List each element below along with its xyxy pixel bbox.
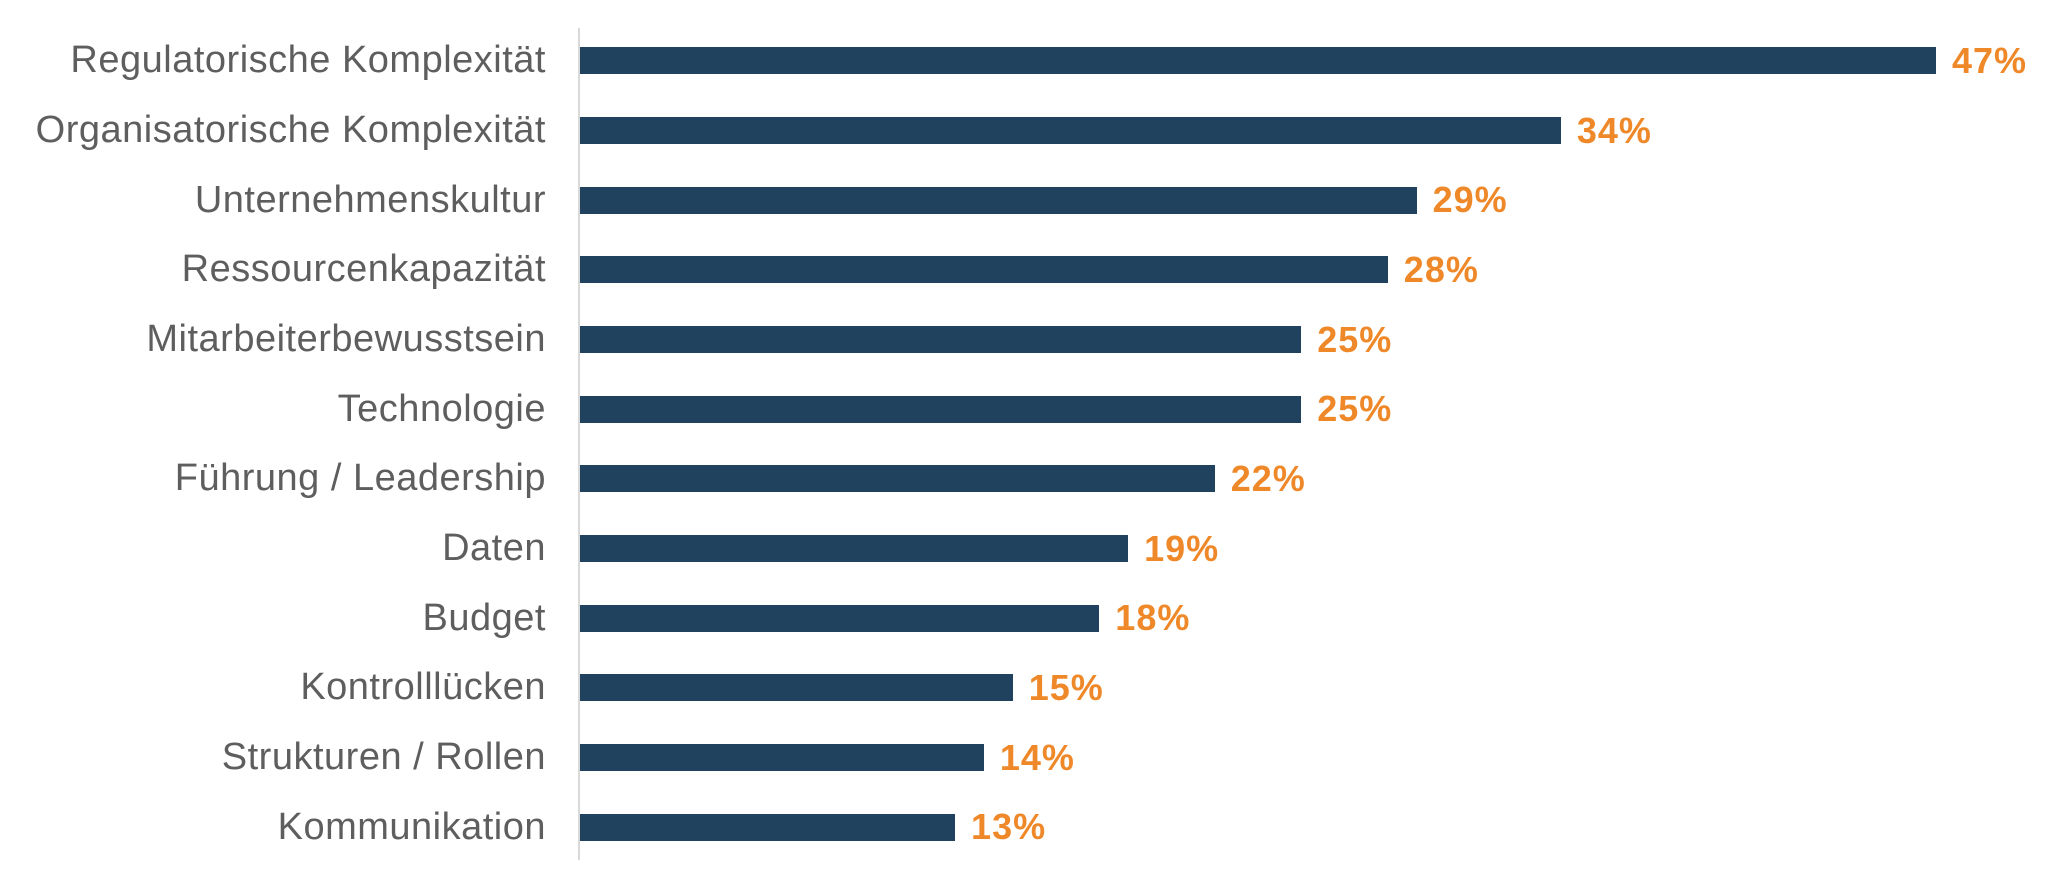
bar-area: 22% [580,458,2048,500]
value-label: 15% [1028,666,1104,708]
bar [580,326,1302,354]
value-label: 13% [971,806,1047,848]
chart-row: Daten 19% [0,514,2048,584]
chart-row: Mitarbeiterbewusstsein 25% [0,305,2048,375]
chart-row: Ressourcenkapazität 28% [0,235,2048,305]
value-label: 47% [1951,39,2027,81]
bar-area: 15% [580,667,2048,709]
value-label: 25% [1317,318,1393,360]
chart-row: Regulatorische Komplexität 47% [0,26,2048,96]
bar-area: 14% [580,737,2048,779]
bar [580,395,1302,423]
value-label: 22% [1230,457,1306,499]
bar-area: 25% [580,388,2048,430]
category-label: Organisatorische Komplexität [35,109,546,151]
bar [580,256,1388,284]
bar-area: 19% [580,528,2048,570]
bar-area: 28% [580,249,2048,291]
chart-row: Führung / Leadership 22% [0,444,2048,514]
bar [580,744,984,772]
bar [580,813,956,841]
chart-row: Technologie 25% [0,374,2048,444]
category-label: Unternehmenskultur [194,178,546,221]
chart-row: Kontrolllücken 15% [0,653,2048,723]
value-label: 18% [1115,597,1191,639]
category-label: Führung / Leadership [174,457,546,500]
category-label: Strukturen / Rollen [221,736,546,779]
bar [580,47,1936,75]
category-label: Ressourcenkapazität [181,248,546,291]
value-label: 19% [1144,527,1220,569]
bar-area: 18% [580,597,2048,639]
category-label: Technologie [337,387,546,430]
category-label: Kommunikation [277,805,546,848]
category-label: Kontrolllücken [300,666,546,709]
bar [580,604,1100,632]
value-label: 28% [1403,248,1479,290]
bar-area: 29% [580,179,2048,221]
value-label: 29% [1432,179,1508,221]
chart-row: Strukturen / Rollen 14% [0,723,2048,793]
value-label: 14% [999,736,1075,778]
bar [580,674,1013,702]
chart-rows: Regulatorische Komplexität 47% Organisat… [0,26,2048,862]
bar [580,535,1129,563]
bar [580,465,1215,493]
category-label: Regulatorische Komplexität [70,39,546,82]
bar [580,117,1561,144]
category-label: Budget [422,596,546,639]
chart-row: Unternehmenskultur 29% [0,165,2048,235]
chart-row: Organisatorische Komplexität 34% [0,96,2048,166]
category-label: Daten [442,527,546,570]
bar-area: 34% [580,110,2048,152]
y-axis-line [578,28,580,860]
bar-area: 25% [580,319,2048,361]
bar-area: 47% [580,40,2048,82]
bar [580,186,1417,214]
value-label: 34% [1576,109,1652,151]
value-label: 25% [1317,388,1393,430]
bar-area: 13% [580,806,2048,848]
chart-row: Budget 18% [0,583,2048,653]
category-label: Mitarbeiterbewusstsein [146,318,546,361]
chart-row: Kommunikation 13% [0,792,2048,862]
